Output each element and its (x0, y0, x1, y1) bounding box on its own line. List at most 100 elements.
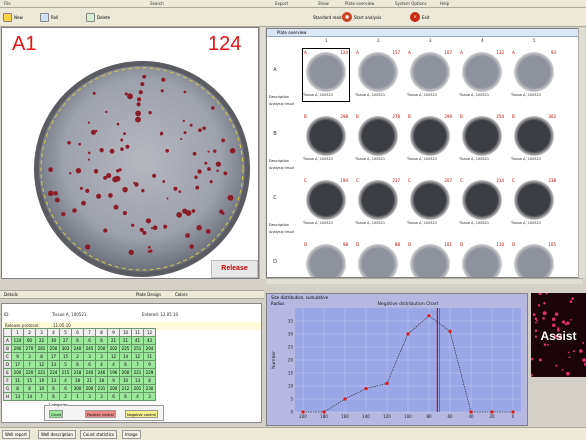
table-cell[interactable]: G (3, 384, 12, 393)
table-cell[interactable]: 231 (95, 384, 108, 393)
table-cell[interactable]: 6 (47, 384, 60, 393)
table-cell[interactable]: 60 (23, 336, 36, 345)
table-cell[interactable]: 5 (59, 360, 72, 369)
roll-button[interactable]: Roll (40, 11, 58, 23)
table-cell[interactable]: 21 (83, 376, 96, 385)
delete-button[interactable]: Delete (86, 11, 110, 23)
table-cell[interactable]: 12 (131, 352, 144, 361)
table-cell[interactable]: 6 (83, 360, 96, 369)
table-cell[interactable]: 4 (59, 376, 72, 385)
table-cell[interactable]: 270 (23, 344, 36, 353)
table-cell[interactable]: 3 (143, 392, 156, 401)
table-cell[interactable]: 2 (71, 352, 84, 361)
table-cell[interactable]: 6 (95, 336, 108, 345)
table-cell[interactable]: F (3, 376, 12, 385)
table-cell[interactable]: 3 (23, 352, 36, 361)
menu-help[interactable]: Help (440, 1, 450, 6)
table-cell[interactable]: 14 (119, 352, 132, 361)
table-cell[interactable]: 9 (107, 376, 120, 385)
table-cell[interactable]: 230 (143, 384, 156, 393)
table-cell[interactable]: 13 (131, 376, 144, 385)
table-cell[interactable]: 8 (23, 384, 36, 393)
table-cell[interactable]: 3 (95, 392, 108, 401)
table-cell[interactable]: 17 (11, 360, 24, 369)
table-cell[interactable]: 15 (59, 352, 72, 361)
table-cell[interactable]: 3 (83, 392, 96, 401)
table-cell[interactable]: 1 (71, 392, 84, 401)
table-cell[interactable]: 218 (71, 368, 84, 377)
well-thumbnail[interactable]: D110Tissue A, 100521 (459, 241, 505, 277)
table-cell[interactable]: 8 (11, 384, 24, 393)
table-cell[interactable]: 10 (119, 376, 132, 385)
table-cell[interactable]: 200 (107, 384, 120, 393)
table-cell[interactable]: C (3, 352, 12, 361)
well-thumbnail[interactable]: C 194 Tissue A, 100521 (303, 177, 349, 229)
table-cell[interactable]: 11 (143, 352, 156, 361)
table-cell[interactable]: E (3, 368, 12, 377)
table-cell[interactable]: 21 (119, 336, 132, 345)
table-cell[interactable]: 6 (59, 384, 72, 393)
well-thumbnail[interactable]: A 157 Tissue A, 100521 (355, 49, 401, 101)
table-cell[interactable]: 221 (131, 368, 144, 377)
table-cell[interactable]: 290 (11, 344, 24, 353)
well-thumbnail[interactable]: B 278 Tissue A, 100521 (355, 113, 401, 165)
table-cell[interactable]: 7 (35, 392, 48, 401)
table-cell[interactable]: 12 (35, 360, 48, 369)
table-cell[interactable]: 4 (107, 360, 120, 369)
table-cell[interactable]: 200 (11, 368, 24, 377)
table-cell[interactable]: 11 (11, 376, 24, 385)
table-cell[interactable]: 201 (131, 384, 144, 393)
table-cell[interactable]: 224 (47, 368, 60, 377)
table-cell[interactable]: 13 (47, 360, 60, 369)
tab-well-description[interactable]: Well description (38, 430, 76, 439)
table-cell[interactable]: 215 (59, 368, 72, 377)
table-cell[interactable]: 225 (119, 344, 132, 353)
plate-design-label[interactable]: Plate Design (136, 292, 162, 297)
table-cell[interactable]: D (3, 360, 12, 369)
table-cell[interactable]: B (3, 344, 12, 353)
table-cell[interactable]: 41 (131, 336, 144, 345)
well-thumbnail[interactable]: C 217 Tissue A, 100521 (355, 177, 401, 229)
table-cell[interactable]: 221 (35, 368, 48, 377)
menu-show[interactable]: Show (318, 1, 329, 6)
colors-label[interactable]: Colors (175, 292, 188, 297)
well-scrollbar[interactable] (259, 27, 265, 279)
exit-button[interactable]: ✕ Exit (410, 11, 430, 23)
table-cell[interactable]: 250 (47, 344, 60, 353)
grid-scrollbar-h[interactable] (266, 278, 583, 284)
table-cell[interactable]: 245 (83, 344, 96, 353)
table-cell[interactable]: 4 (95, 360, 108, 369)
tab-image[interactable]: Image (122, 430, 141, 439)
start-analysis-button[interactable]: ■ Start analysis (342, 11, 381, 23)
table-cell[interactable]: 6 (83, 336, 96, 345)
table-cell[interactable]: 12 (107, 352, 120, 361)
table-cell[interactable]: 9 (11, 352, 24, 361)
tab-plate-overview[interactable]: Plate overview (267, 29, 582, 37)
table-cell[interactable]: 240 (83, 368, 96, 377)
menu-search[interactable]: Search (150, 1, 164, 6)
menu-plate-overview[interactable]: Plate overview (345, 1, 375, 6)
well-thumbnail[interactable]: A 132 Tissue A, 100521 (459, 49, 505, 101)
well-thumbnail[interactable]: D88Tissue A, 100521 (355, 241, 401, 277)
table-cell[interactable]: 246 (95, 368, 108, 377)
table-cell[interactable]: 202 (107, 344, 120, 353)
table-cell[interactable]: 18 (71, 376, 84, 385)
table-cell[interactable]: 43 (143, 336, 156, 345)
table-cell[interactable]: 200 (119, 368, 132, 377)
table-cell[interactable]: 6 (71, 336, 84, 345)
well-thumbnail[interactable]: C 238 Tissue A, 100521 (511, 177, 557, 229)
table-cell[interactable]: 14 (23, 392, 36, 401)
table-cell[interactable]: 6 (71, 360, 84, 369)
table-cell[interactable]: 27 (59, 336, 72, 345)
assist-label[interactable]: Assist (540, 329, 577, 343)
table-cell[interactable]: 22 (35, 336, 48, 345)
table-cell[interactable]: 8 (143, 376, 156, 385)
details-label[interactable]: Details (4, 292, 18, 297)
menu-file[interactable]: File (4, 1, 11, 6)
table-cell[interactable]: 18 (95, 376, 108, 385)
well-thumbnail[interactable]: B 298 Tissue A, 100521 (303, 113, 349, 165)
table-cell[interactable]: 30 (47, 336, 60, 345)
table-cell[interactable]: 229 (143, 368, 156, 377)
standard-read-button[interactable]: Standard read (313, 11, 341, 23)
tab-count-statistics[interactable]: Count statistics (80, 430, 117, 439)
